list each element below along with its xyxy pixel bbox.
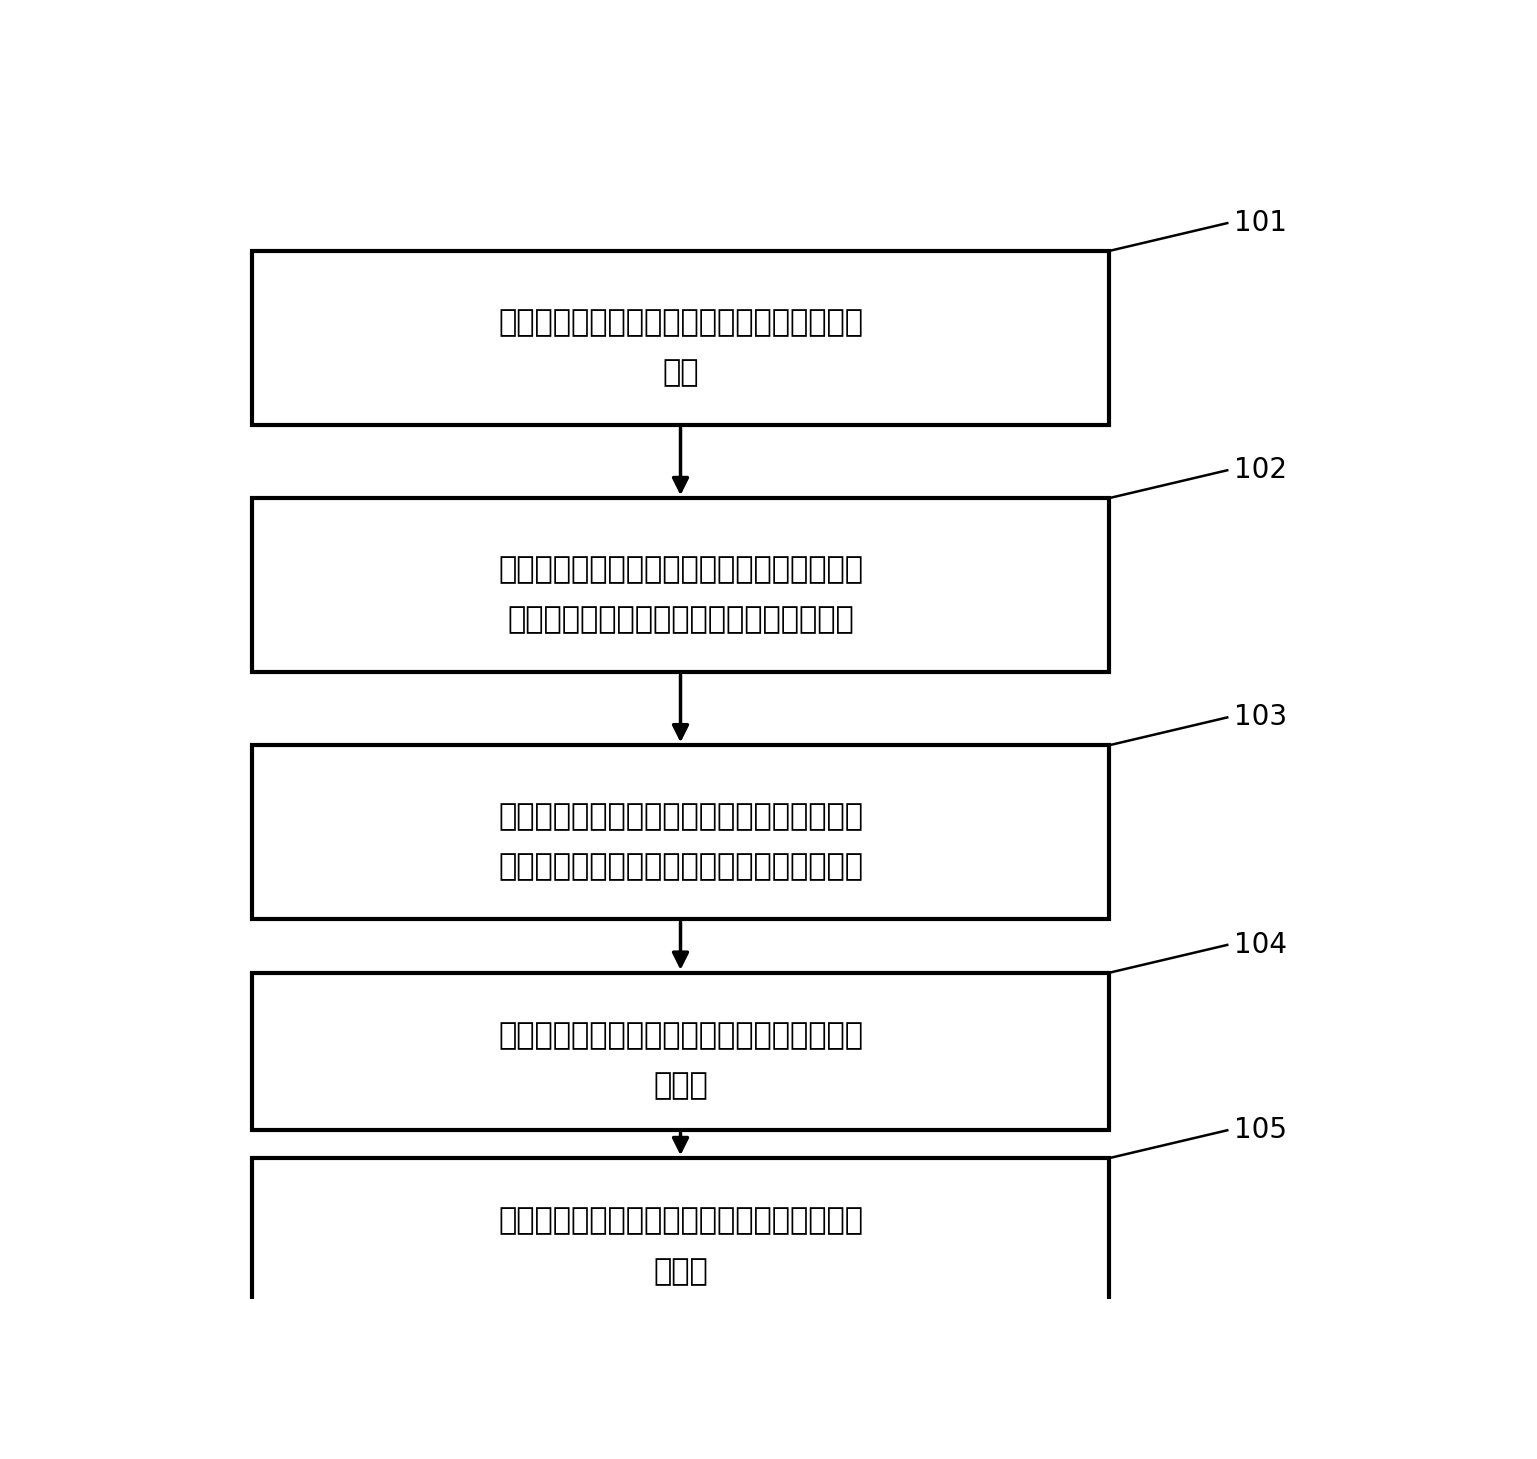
Text: 105: 105 xyxy=(1234,1116,1288,1144)
Bar xyxy=(252,973,1110,1129)
Text: 布数据: 布数据 xyxy=(653,1256,709,1285)
Text: 获取背光模组中灯条数量以及灯条排布区域的: 获取背光模组中灯条数量以及灯条排布区域的 xyxy=(498,308,862,337)
Text: 尺寸: 尺寸 xyxy=(662,357,699,387)
Bar xyxy=(252,1158,1110,1316)
Text: 对灯珠预排布数据进行测试，得到目标灯珠排: 对灯珠预排布数据进行测试，得到目标灯珠排 xyxy=(498,1207,862,1236)
Bar xyxy=(252,746,1110,919)
Text: 确定背光模组中灯珠的行间距以及列间距分别: 确定背光模组中灯珠的行间距以及列间距分别 xyxy=(498,554,862,584)
Text: 101: 101 xyxy=(1234,209,1288,236)
Text: 系数，得到灯珠的行间距与列间距的第一差值: 系数，得到灯珠的行间距与列间距的第一差值 xyxy=(498,852,862,881)
Bar xyxy=(252,251,1110,425)
Text: 根据灯条数量以及尺寸，调整比例关系的比例: 根据灯条数量以及尺寸，调整比例关系的比例 xyxy=(498,802,862,832)
Text: 根据第一差值，得到满足预设条件的灯珠预排: 根据第一差值，得到满足预设条件的灯珠预排 xyxy=(498,1021,862,1050)
Text: 与顶角灯珠的行边距以及列边距的比例关系: 与顶角灯珠的行边距以及列边距的比例关系 xyxy=(507,605,855,635)
Bar xyxy=(252,498,1110,673)
Text: 布数据: 布数据 xyxy=(653,1071,709,1100)
Text: 103: 103 xyxy=(1234,703,1288,731)
Text: 104: 104 xyxy=(1234,931,1288,959)
Text: 102: 102 xyxy=(1234,457,1288,484)
